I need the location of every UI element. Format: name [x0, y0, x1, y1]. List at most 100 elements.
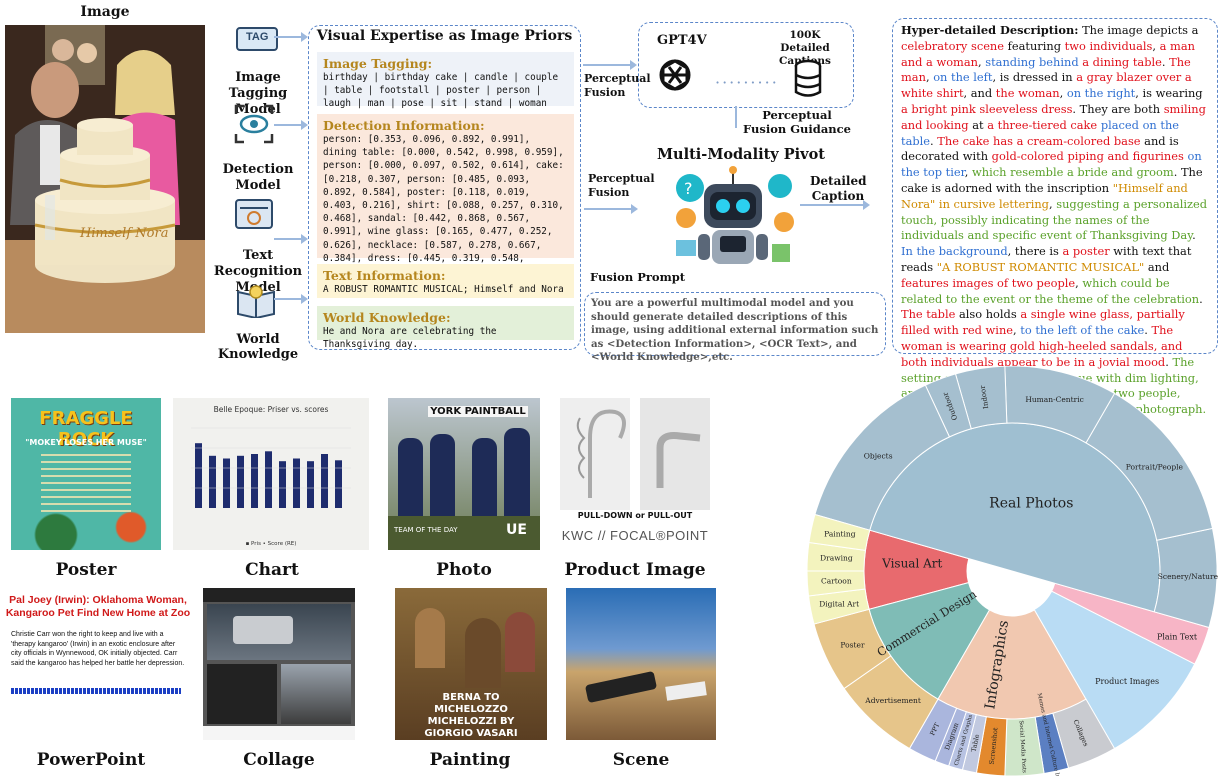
description-segment: The man	[901, 54, 1191, 85]
sunburst-label-cartoon: Cartoon	[821, 577, 852, 586]
mini-chart-bar	[223, 458, 230, 508]
description-segment: .	[1199, 291, 1203, 306]
mini-chart-bar	[293, 458, 300, 508]
thumb-chart: Belle Epoque: Priser vs. scores ▪ Pris •…	[173, 398, 369, 550]
description-segment: a dining table	[1082, 54, 1162, 69]
description-segment: which resemble a bride and groom	[972, 165, 1174, 180]
ocr-icon	[234, 198, 274, 232]
section-text-heading: Text Information:	[323, 268, 446, 283]
sunburst-chart: Real Photos Visual Art Commercial Design In…	[800, 365, 1224, 780]
description-segment: a man and a woman	[901, 38, 1195, 69]
description-segment: .	[1144, 323, 1152, 338]
description-body: The image depicts a celebratory scene fe…	[901, 23, 1207, 416]
arrow-to-description	[800, 200, 870, 210]
mini-chart-bar	[195, 443, 202, 508]
description-segment: ,	[1152, 38, 1160, 53]
description-segment: a poster	[1062, 244, 1110, 259]
sunburst-label-visual-art: Visual Art	[881, 557, 942, 571]
guidance-label: Perceptual Fusion Guidance	[743, 108, 851, 136]
image-label: Image	[80, 4, 130, 20]
thumb-scene	[566, 588, 716, 740]
label-poster: Poster	[55, 560, 117, 580]
description-segment: a gray blazer over a white shirt	[901, 70, 1192, 101]
photo-logo: UE	[506, 522, 527, 538]
thumb-poster: FRAGGLE ROCK "MOKEY LOSES HER MUSE"	[11, 398, 161, 550]
eye-icon	[234, 104, 274, 144]
description-segment: celebratory scene	[901, 38, 1005, 53]
section-text: Text Information: A ROBUST ROMANTIC MUSI…	[317, 264, 574, 298]
description-segment: a three-tiered cake	[987, 117, 1098, 132]
faucet-icon	[576, 409, 701, 498]
openai-logo-icon	[653, 53, 697, 101]
sunburst-label-digital-art: Digital Art	[819, 600, 859, 609]
section-knowledge-heading: World Knowledge:	[323, 310, 451, 325]
sunburst-label-social-media-posts: Social Media Posts	[1018, 720, 1027, 773]
description-segment: ,	[1059, 86, 1067, 101]
mini-chart-bar	[237, 455, 244, 508]
description-segment: ,	[964, 165, 973, 180]
description-segment: The table	[901, 307, 956, 322]
description-segment: , is wearing	[1135, 86, 1203, 101]
photo-caption: TEAM OF THE DAY	[394, 526, 458, 534]
sunburst-label-drawing: Drawing	[820, 554, 853, 563]
description-segment: featuring	[1004, 38, 1065, 53]
label-painting: Painting	[429, 750, 511, 770]
detailed-caption-label: Detailed Caption	[810, 174, 867, 203]
ppt-link[interactable]	[11, 688, 181, 694]
captions-label: 100K Detailed Captions	[779, 29, 831, 67]
product-caption: PULL-DOWN or PULL-OUT	[577, 511, 693, 520]
mini-chart-bar	[251, 454, 258, 508]
description-segment: a bright pink sleeveless dress	[901, 101, 1073, 116]
description-segment: placed on the table	[901, 117, 1180, 148]
sunburst-outer-portrait-people	[1085, 392, 1214, 541]
sunburst-label-human-centric: Human-Centric	[1025, 395, 1084, 404]
arrow-ocr	[274, 234, 308, 244]
sunburst-outer-human-centric	[1004, 365, 1116, 444]
sunburst-label-table: Table	[970, 733, 982, 752]
sunburst-label-real-photos: Real Photos	[989, 496, 1073, 512]
ppt-title: Pal Joey (Irwin): Oklahoma Woman, Kangar…	[5, 594, 191, 619]
fusion-prompt-label: Fusion Prompt	[590, 270, 686, 284]
svg-text:?: ?	[684, 179, 693, 198]
description-segment: suggesting a personalized touch, possibl…	[901, 196, 1208, 243]
description-segment: The image depicts a	[1078, 23, 1199, 37]
description-heading: Hyper-detailed Description:	[901, 23, 1079, 37]
party-photo-drawing: Himself Nora	[5, 25, 205, 333]
sunburst-outer-painting	[808, 513, 871, 551]
thumb-collage	[203, 588, 355, 740]
description-segment: "Himself and Nora" in cursive lettering	[901, 180, 1188, 211]
description-segment: features images of two people	[901, 275, 1076, 290]
priors-title: Visual Expertise as Image Priors	[316, 28, 573, 44]
description-segment: . They are both	[1072, 101, 1164, 116]
sunburst-outer-scenery-nature	[1153, 527, 1218, 629]
photo-banner: YORK PAINTBALL	[428, 406, 528, 417]
description-segment: ,	[1075, 275, 1083, 290]
description-segment: standing behind	[985, 54, 1079, 69]
description-segment: also holds	[955, 307, 1021, 322]
gpt-box: GPT4V ········· 100K Detailed Captions	[638, 22, 854, 108]
description-segment: ,	[1048, 196, 1057, 211]
description-segment: ,	[925, 70, 934, 85]
perceptual-fusion-top: Perceptual Fusion	[584, 72, 651, 99]
description-segment: smiling and looking	[901, 101, 1206, 132]
description-segment: "A ROBUST ROMANTIC MUSICAL"	[936, 259, 1145, 274]
sunburst-label-plain-text: Plain Text	[1157, 633, 1198, 642]
sunburst-outer-indoor	[954, 365, 1008, 430]
sunburst-label-scenery-nature: Scenery/Nature	[1158, 572, 1219, 581]
description-segment: ,	[978, 54, 986, 69]
section-tagging: Image Tagging: birthday | birthday cake …	[317, 52, 574, 123]
sunburst-outer-objects	[814, 384, 951, 531]
svg-text:Himself Nora: Himself Nora	[79, 226, 168, 241]
section-knowledge-body: He and Nora are celebrating the Thanksgi…	[323, 326, 497, 351]
sunburst-label-objects: Objects	[864, 452, 893, 461]
model-text-recognition: Text Recognition Model	[213, 248, 303, 295]
pivot-title: Multi-Modality Pivot	[657, 146, 825, 163]
mini-chart-bar	[321, 454, 328, 508]
description-segment: on the top tier	[901, 149, 1202, 180]
description-segment: which could be related to the event or t…	[901, 275, 1200, 306]
thumb-painting: BERNA TO MICHELOZZO MICHELOZZI BY GIORGI…	[395, 588, 547, 740]
mini-chart-bar	[335, 460, 342, 508]
description-segment: at	[968, 117, 988, 132]
description-segment: The cake has a cream-colored base	[937, 133, 1141, 148]
description-segment: on the right	[1066, 86, 1136, 101]
